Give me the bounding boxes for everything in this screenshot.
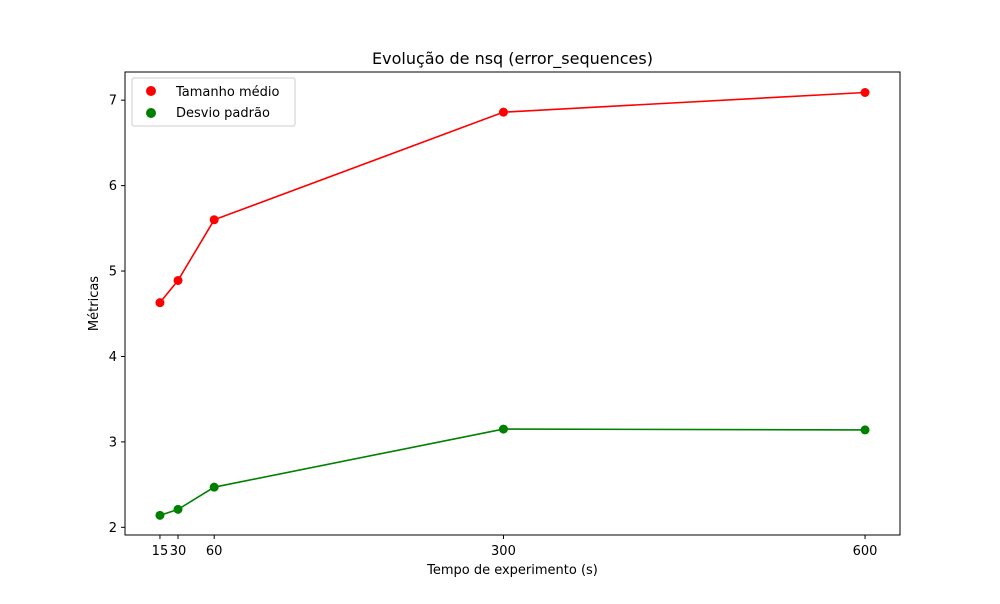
x-tick-label: 600 [853,544,878,559]
x-tick-label: 60 [206,544,223,559]
y-tick-label: 2 [109,521,117,536]
data-point-desvio-padrao [860,425,870,435]
y-tick-label: 5 [109,265,117,280]
data-point-tamanho-medio [173,275,183,285]
plot-frame [124,71,901,536]
data-point-desvio-padrao [173,504,183,514]
y-tick-label: 4 [109,350,117,365]
data-point-tamanho-medio [498,107,508,117]
data-point-desvio-padrao [155,510,165,520]
data-point-tamanho-medio [860,88,870,97]
legend-box [131,77,296,127]
chart-title: Evolução de nsq (error_sequences) [372,49,653,69]
y-tick-label: 3 [109,435,117,450]
x-tick-label: 30 [170,544,187,559]
y-axis-label: Métricas [87,276,102,331]
legend: Tamanho médio Desvio padrão [131,77,296,127]
legend-marker-desvio-padrao [146,108,156,118]
y-tick-label: 6 [109,179,117,194]
legend-label-desvio-padrao: Desvio padrão [176,106,270,121]
legend-label-tamanho-medio: Tamanho médio [175,85,279,100]
x-axis-label: Tempo de experimento (s) [426,563,598,578]
x-tick-label: 300 [491,544,516,559]
data-point-desvio-padrao [498,424,508,434]
data-point-tamanho-medio [155,298,165,308]
data-point-desvio-padrao [209,482,219,492]
legend-marker-tamanho-medio [146,86,156,96]
data-point-tamanho-medio [209,215,219,225]
y-tick-label: 7 [109,94,117,109]
x-tick-label: 15 [152,544,169,559]
